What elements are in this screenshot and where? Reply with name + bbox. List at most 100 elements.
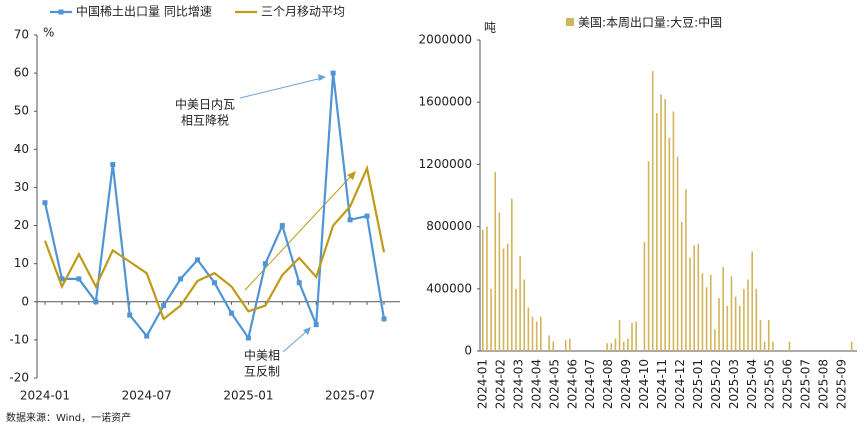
bar xyxy=(726,305,729,351)
bar xyxy=(734,296,737,351)
point xyxy=(212,280,217,286)
series-line xyxy=(43,164,386,321)
point xyxy=(245,335,251,341)
bar xyxy=(850,341,853,351)
x-tick-label: 2025-07 xyxy=(325,389,375,403)
bar xyxy=(535,321,538,351)
y-tick-label: 0 xyxy=(464,344,472,358)
x-tick-label: 2024-10 xyxy=(637,359,651,409)
y-tick-label: 70 xyxy=(14,28,29,42)
x-tick-label: 2024-07 xyxy=(122,389,172,403)
point xyxy=(110,162,116,168)
x-tick-label: 2024-11 xyxy=(655,359,669,409)
bar xyxy=(672,111,675,351)
bar xyxy=(689,257,691,351)
x-tick-label: 2025-07 xyxy=(799,359,813,409)
bar xyxy=(701,273,704,351)
bar xyxy=(631,323,633,351)
bar xyxy=(767,319,770,351)
bar xyxy=(531,316,534,351)
bar xyxy=(660,94,662,352)
annotation: 中美相 xyxy=(244,348,280,363)
bar xyxy=(564,340,567,351)
bar xyxy=(709,274,712,351)
bar xyxy=(722,267,724,351)
bar xyxy=(523,279,526,351)
x-tick-label: 2025-03 xyxy=(727,359,741,409)
point xyxy=(228,310,234,316)
bar xyxy=(519,256,521,351)
bar xyxy=(730,276,733,351)
y-tick-label: 1600000 xyxy=(419,95,472,109)
bar xyxy=(486,226,488,351)
y-tick-label: 50 xyxy=(14,104,29,118)
point xyxy=(93,299,99,305)
y-tick-label: -10 xyxy=(9,332,29,346)
y-tick-label: 0 xyxy=(21,294,29,308)
x-tick-label: 2024-03 xyxy=(511,359,525,409)
legend-marker xyxy=(58,9,64,15)
annotation: 互反制 xyxy=(244,365,280,379)
bar xyxy=(552,341,555,351)
bar xyxy=(482,229,484,351)
y-tick-label: 60 xyxy=(14,66,29,80)
bar xyxy=(656,113,658,352)
bar xyxy=(743,288,745,351)
bar xyxy=(502,248,505,351)
x-tick-label: 2025-06 xyxy=(781,359,795,409)
y-axis-label: 吨 xyxy=(484,21,496,35)
bar xyxy=(788,341,791,351)
y-tick-label: 20 xyxy=(14,218,29,232)
y-tick-label: 400000 xyxy=(426,281,472,295)
bar xyxy=(548,335,550,351)
arrow xyxy=(239,77,323,99)
point xyxy=(364,213,370,219)
x-tick-label: 2025-02 xyxy=(709,359,723,409)
bar xyxy=(627,338,629,351)
x-tick-label: 2024-07 xyxy=(583,359,597,409)
arrow-head xyxy=(347,171,356,180)
bar xyxy=(643,242,646,351)
point xyxy=(59,276,65,282)
bar xyxy=(759,319,762,351)
bar xyxy=(569,338,571,351)
arrow xyxy=(244,174,353,291)
bar xyxy=(668,137,671,351)
x-tick-label: 2024-05 xyxy=(547,359,561,409)
y-axis-label: % xyxy=(43,26,54,40)
x-tick-label: 2024-01 xyxy=(20,389,70,403)
point xyxy=(127,312,133,318)
point xyxy=(262,261,268,267)
point xyxy=(296,280,302,286)
arrow-head xyxy=(303,327,311,335)
point xyxy=(347,217,353,223)
annotation: 相互降税 xyxy=(181,114,229,128)
bar xyxy=(494,172,497,351)
point xyxy=(279,223,285,229)
point xyxy=(330,70,336,76)
arrow xyxy=(282,329,309,353)
x-tick-label: 2025-05 xyxy=(763,359,777,409)
y-tick-label: 40 xyxy=(14,142,29,156)
point xyxy=(161,303,167,309)
legend-label: 三个月移动平均 xyxy=(261,5,345,19)
bar xyxy=(772,341,774,351)
point xyxy=(178,276,184,282)
bar xyxy=(622,341,625,351)
bar xyxy=(606,343,608,351)
bar xyxy=(755,288,758,351)
bar xyxy=(506,243,509,351)
legend-label: 中国稀土出口量 同比增速 xyxy=(76,4,212,19)
point xyxy=(313,322,319,328)
bar xyxy=(540,316,542,351)
bar xyxy=(697,243,700,351)
x-tick-label: 2024-06 xyxy=(565,359,579,409)
x-tick-label: 2024-09 xyxy=(619,359,633,409)
legend-swatch xyxy=(566,18,574,26)
x-tick-label: 2025-09 xyxy=(835,359,849,409)
source: 数据来源：Wind，一诺资产 xyxy=(6,411,131,424)
bar xyxy=(527,307,530,351)
y-tick-label: 800000 xyxy=(426,219,472,233)
bar xyxy=(714,329,716,351)
